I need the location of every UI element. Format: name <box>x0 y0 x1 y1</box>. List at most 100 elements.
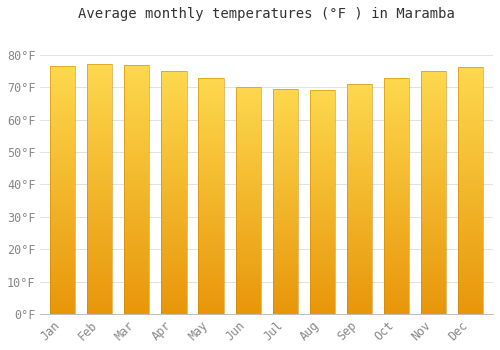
Bar <box>310 168 335 170</box>
Bar <box>50 234 75 237</box>
Bar <box>384 286 409 288</box>
Bar <box>198 307 224 309</box>
Bar <box>458 307 483 309</box>
Bar <box>458 260 483 262</box>
Bar <box>384 80 409 82</box>
Bar <box>272 249 298 251</box>
Bar <box>310 121 335 123</box>
Bar <box>162 100 186 103</box>
Bar <box>198 165 224 167</box>
Bar <box>421 125 446 127</box>
Bar <box>272 235 298 238</box>
Bar <box>198 99 224 101</box>
Bar <box>50 274 75 277</box>
Bar <box>198 252 224 255</box>
Bar <box>310 186 335 188</box>
Bar <box>198 226 224 229</box>
Bar <box>87 104 112 106</box>
Bar <box>384 257 409 260</box>
Bar <box>272 300 298 303</box>
Bar <box>384 205 409 208</box>
Bar <box>236 87 260 314</box>
Bar <box>458 242 483 245</box>
Bar <box>162 231 186 234</box>
Bar <box>198 182 224 184</box>
Bar <box>458 114 483 117</box>
Bar <box>347 151 372 153</box>
Bar <box>384 113 409 116</box>
Bar <box>310 294 335 296</box>
Bar <box>458 109 483 112</box>
Bar <box>198 120 224 122</box>
Bar <box>310 132 335 134</box>
Bar <box>162 234 186 236</box>
Bar <box>50 188 75 190</box>
Bar <box>162 74 186 76</box>
Bar <box>50 307 75 309</box>
Bar <box>124 92 150 94</box>
Bar <box>124 192 150 194</box>
Bar <box>87 184 112 187</box>
Bar <box>384 307 409 309</box>
Bar <box>236 144 260 146</box>
Bar <box>384 276 409 279</box>
Bar <box>124 179 150 182</box>
Bar <box>87 234 112 237</box>
Bar <box>162 78 186 81</box>
Bar <box>162 270 186 273</box>
Bar <box>198 172 224 175</box>
Bar <box>421 134 446 137</box>
Bar <box>347 183 372 185</box>
Bar <box>310 166 335 168</box>
Bar <box>458 89 483 92</box>
Bar <box>347 167 372 169</box>
Bar <box>236 291 260 293</box>
Bar <box>384 293 409 295</box>
Bar <box>458 201 483 203</box>
Bar <box>50 193 75 195</box>
Bar <box>236 218 260 221</box>
Bar <box>272 105 298 107</box>
Bar <box>421 103 446 105</box>
Bar <box>50 202 75 205</box>
Bar <box>458 161 483 163</box>
Bar <box>458 250 483 252</box>
Bar <box>347 238 372 240</box>
Bar <box>458 190 483 193</box>
Bar <box>347 245 372 247</box>
Bar <box>124 70 150 72</box>
Bar <box>236 139 260 141</box>
Bar <box>310 139 335 141</box>
Bar <box>162 256 186 258</box>
Bar <box>421 115 446 117</box>
Bar <box>236 146 260 148</box>
Bar <box>310 119 335 121</box>
Bar <box>458 252 483 255</box>
Bar <box>384 85 409 87</box>
Bar <box>198 262 224 264</box>
Bar <box>124 257 150 259</box>
Bar <box>124 296 150 299</box>
Bar <box>162 190 186 192</box>
Bar <box>347 284 372 286</box>
Bar <box>310 197 335 199</box>
Bar <box>198 116 224 118</box>
Bar <box>162 139 186 141</box>
Bar <box>236 121 260 123</box>
Bar <box>458 240 483 242</box>
Bar <box>347 236 372 238</box>
Bar <box>198 269 224 271</box>
Bar <box>347 158 372 160</box>
Bar <box>198 78 224 314</box>
Bar <box>162 149 186 151</box>
Bar <box>421 197 446 200</box>
Bar <box>384 226 409 229</box>
Bar <box>310 141 335 144</box>
Bar <box>198 245 224 248</box>
Bar <box>162 197 186 200</box>
Bar <box>458 139 483 141</box>
Bar <box>384 122 409 125</box>
Bar <box>272 89 298 314</box>
Bar <box>50 247 75 250</box>
Bar <box>198 85 224 87</box>
